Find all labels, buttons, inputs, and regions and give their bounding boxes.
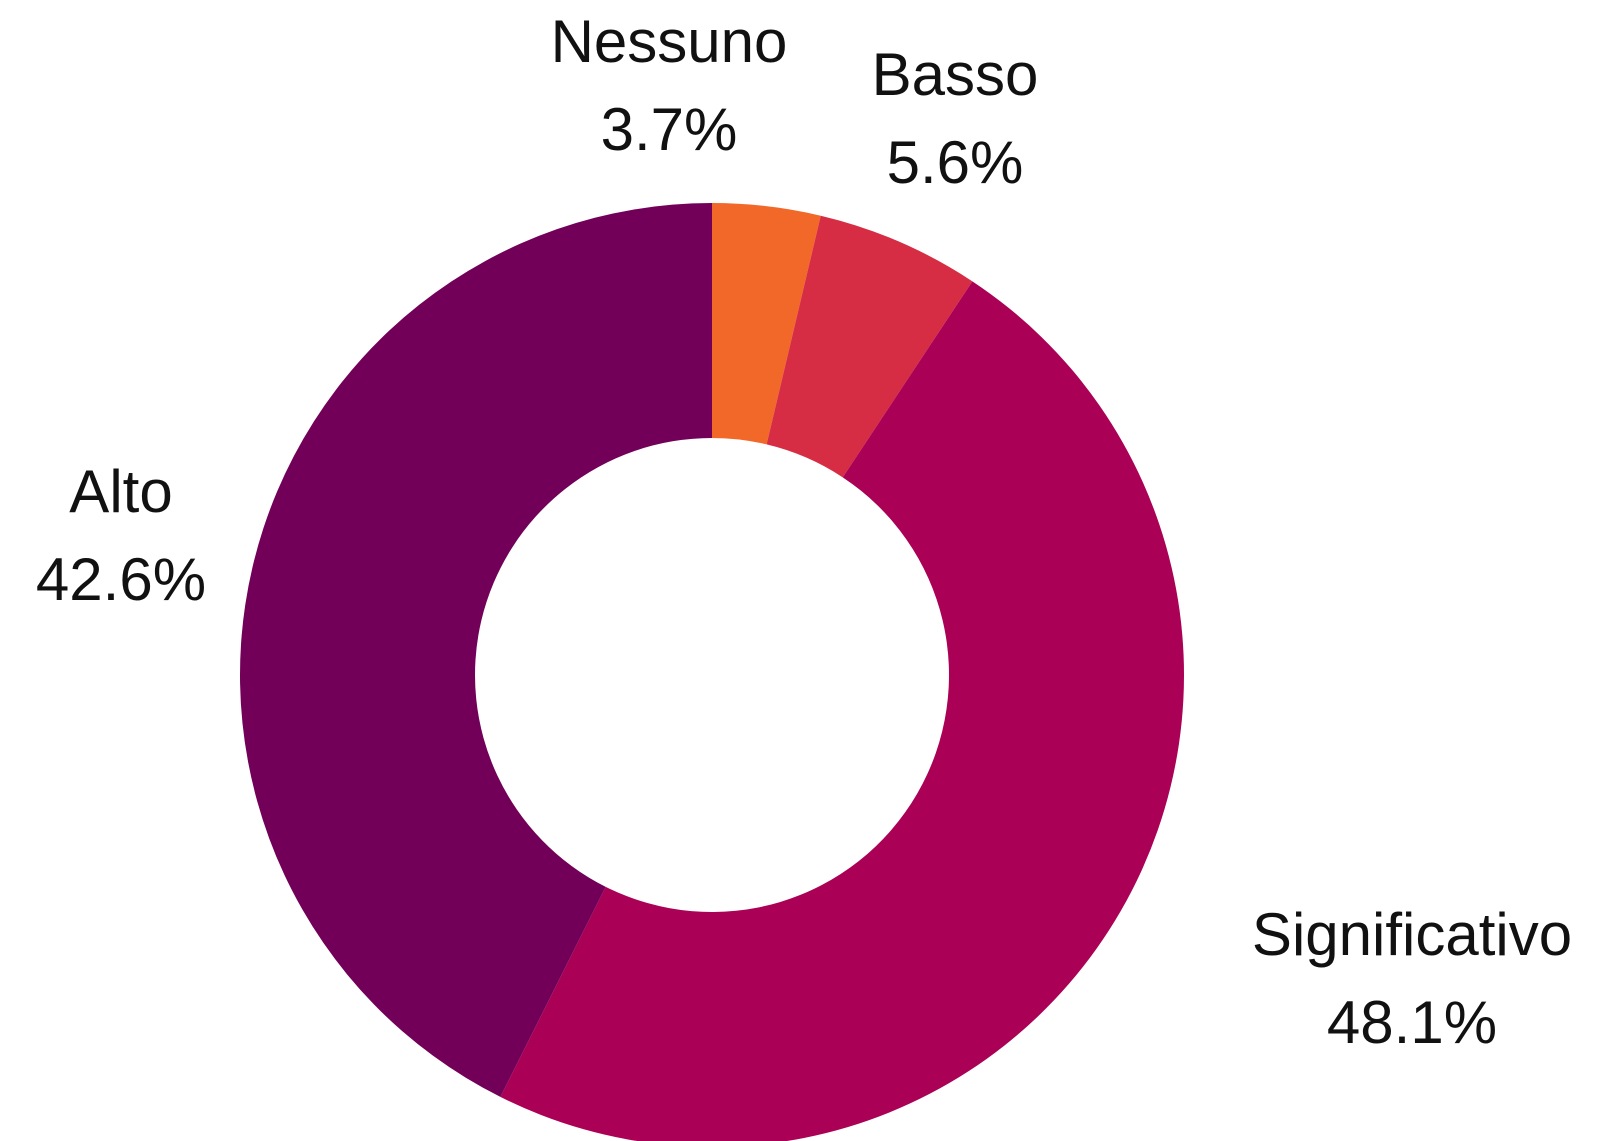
slice-percent-significativo: 48.1% xyxy=(1327,989,1497,1056)
slice-basso xyxy=(766,215,973,478)
slice-nessuno xyxy=(712,203,821,445)
slice-label-nessuno: Nessuno xyxy=(551,8,788,75)
slice-percent-nessuno: 3.7% xyxy=(601,96,738,163)
chart-slices xyxy=(239,203,1184,1141)
slice-significativo xyxy=(500,281,1184,1141)
slice-label-significativo: Significativo xyxy=(1252,901,1572,968)
slice-alto xyxy=(239,203,713,1097)
slice-label-basso: Basso xyxy=(872,41,1039,108)
chart-labels: Nessuno 3.7% Basso 5.6% Significativo 48.1% Al… xyxy=(36,8,1572,1056)
slice-label-alto: Alto xyxy=(69,458,172,525)
slice-percent-alto: 42.6% xyxy=(36,546,206,613)
slice-percent-basso: 5.6% xyxy=(887,129,1024,196)
